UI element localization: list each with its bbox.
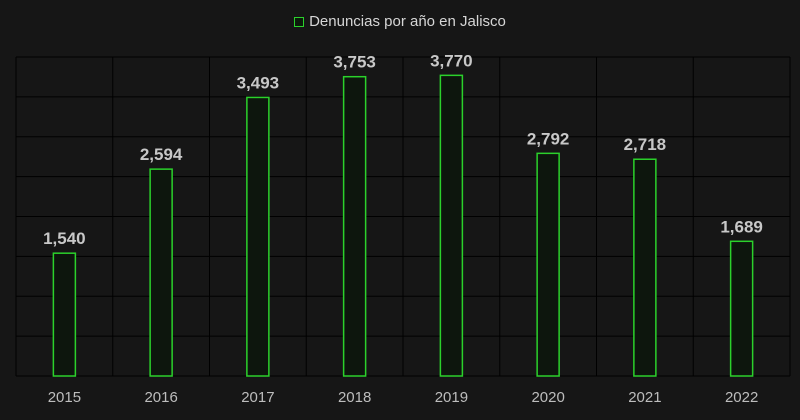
data-label: 2,792 (527, 129, 570, 148)
x-tick-label: 2018 (338, 389, 371, 406)
bar (342, 75, 367, 377)
bar (149, 168, 173, 377)
x-tick-label: 2016 (144, 389, 177, 406)
data-label: 3,493 (237, 73, 280, 92)
x-tick-label: 2020 (531, 389, 564, 406)
legend: Denuncias por año en Jalisco (0, 13, 800, 30)
bar (246, 96, 270, 377)
bar (52, 252, 77, 377)
x-tick-label: 2017 (241, 389, 274, 406)
data-label: 2,594 (140, 145, 183, 164)
data-label: 3,770 (430, 51, 473, 70)
x-tick-label: 2019 (435, 389, 468, 406)
data-label: 1,540 (43, 229, 86, 248)
legend-swatch (294, 17, 305, 27)
x-tick-label: 2022 (725, 389, 758, 406)
bar (633, 158, 657, 377)
data-label: 1,689 (720, 217, 763, 236)
bar (729, 240, 754, 377)
x-tick-label: 2021 (628, 389, 661, 406)
legend-label: Denuncias por año en Jalisco (309, 13, 506, 30)
bar (536, 152, 560, 377)
data-label: 2,718 (624, 135, 667, 154)
bar (439, 74, 464, 377)
x-tick-label: 2015 (48, 389, 81, 406)
data-label: 3,753 (333, 53, 376, 72)
